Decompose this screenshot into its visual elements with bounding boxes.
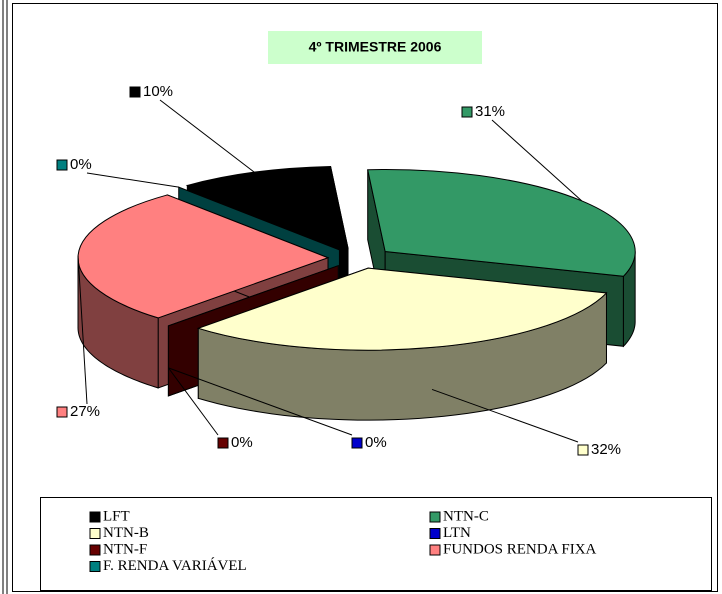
data-label: 27% bbox=[70, 403, 100, 420]
label-swatch bbox=[461, 106, 473, 118]
leader-line bbox=[491, 119, 582, 202]
legend-label: NTN-B bbox=[103, 525, 149, 541]
slice-top bbox=[196, 267, 608, 351]
data-label: 0% bbox=[365, 434, 387, 451]
legend-label: F. RENDA VARIÁVEL bbox=[103, 557, 247, 574]
chart-title: 4º TRIMESTRE 2006 bbox=[309, 39, 442, 55]
legend-label: LFT bbox=[103, 508, 130, 524]
slice bbox=[196, 267, 608, 421]
legend-label: NTN-F bbox=[103, 541, 147, 557]
leader-line bbox=[159, 99, 255, 173]
legend bbox=[40, 497, 712, 591]
legend-swatch bbox=[89, 511, 101, 523]
leader-line bbox=[167, 367, 219, 436]
legend-swatch bbox=[429, 511, 441, 523]
legend-label: NTN-C bbox=[443, 508, 489, 524]
leader-line bbox=[431, 388, 579, 443]
leader-line bbox=[86, 172, 179, 188]
label-swatch bbox=[56, 406, 68, 418]
legend-label: LTN bbox=[443, 525, 471, 541]
title-box bbox=[268, 31, 482, 64]
data-label: 10% bbox=[143, 83, 173, 100]
legend-swatch bbox=[429, 528, 441, 539]
data-label: 32% bbox=[591, 441, 621, 458]
label-swatch bbox=[56, 159, 68, 171]
legend-swatch bbox=[89, 528, 101, 539]
legend-swatch bbox=[89, 561, 101, 572]
data-label: 31% bbox=[475, 103, 505, 120]
label-swatch bbox=[217, 437, 229, 449]
legend-swatch bbox=[429, 544, 441, 556]
label-swatch bbox=[129, 86, 141, 98]
leader-line bbox=[168, 367, 353, 436]
data-label: 0% bbox=[231, 434, 253, 451]
data-label: 0% bbox=[70, 156, 92, 173]
legend-label: FUNDOS RENDA FIXA bbox=[443, 541, 597, 557]
legend-swatch bbox=[89, 544, 101, 556]
leader-line bbox=[77, 255, 88, 405]
label-swatch bbox=[351, 437, 363, 449]
label-swatch bbox=[577, 444, 589, 456]
